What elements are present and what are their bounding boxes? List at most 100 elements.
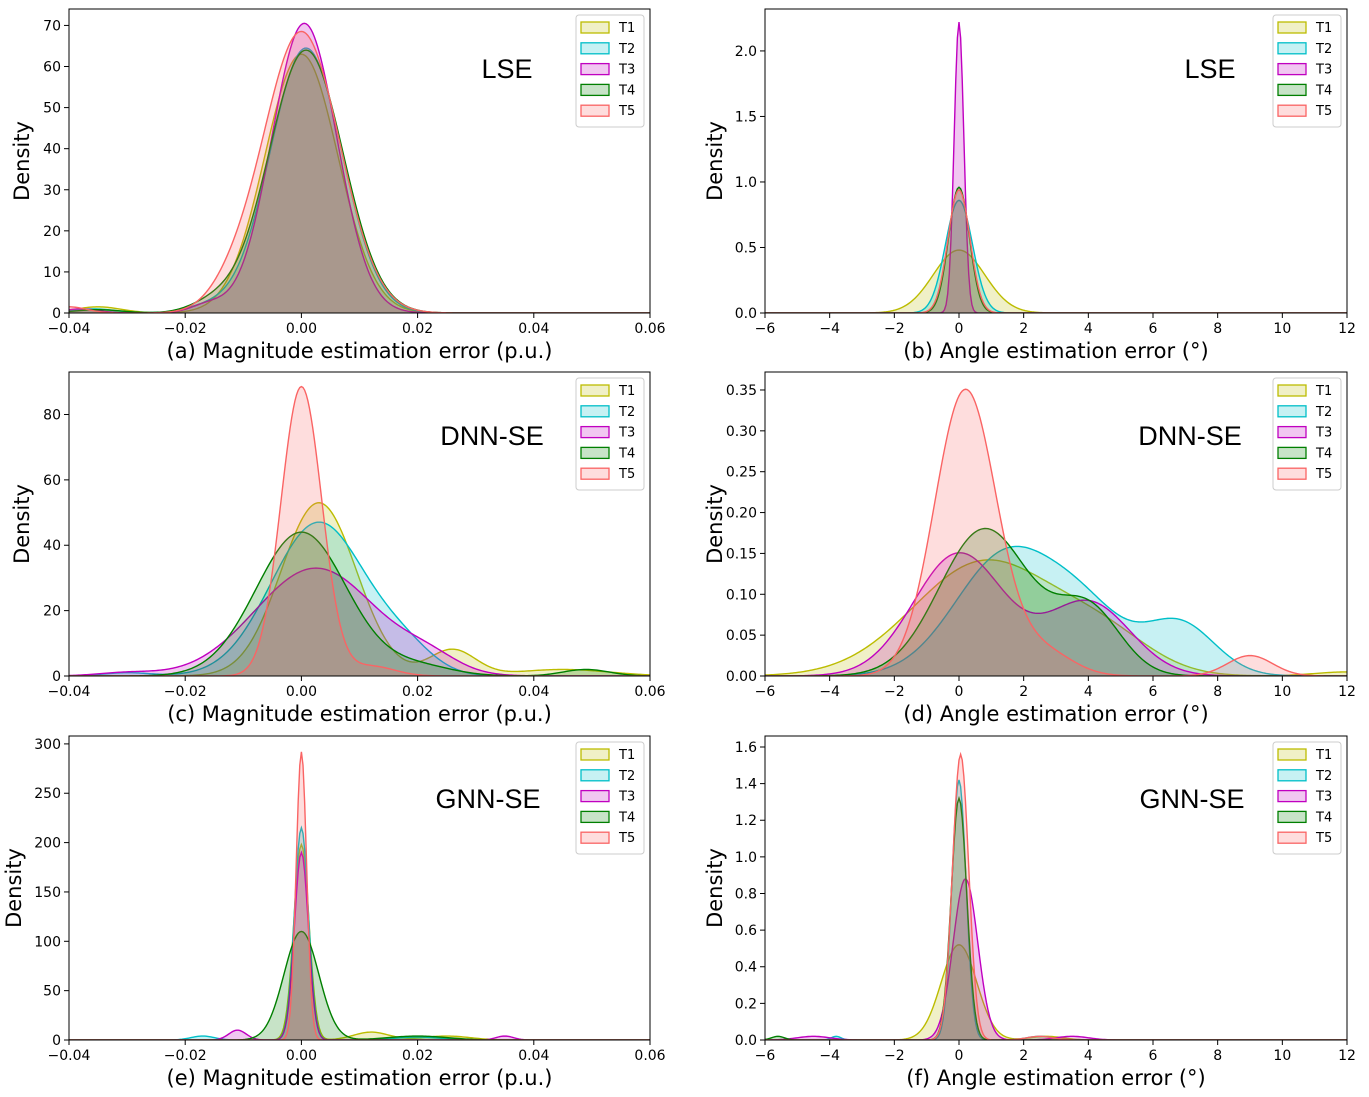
x-tick-label: −2: [884, 1048, 905, 1064]
density-area-t3: [69, 568, 650, 676]
panel-a: −0.04 −0.02 0.00 0.02 0.04 0.06 0 10 20 30 40 50 60 7…: [10, 8, 666, 363]
legend: T1 T2 T3 T4 T5: [1272, 741, 1342, 855]
x-tick-label: 8: [1213, 684, 1222, 700]
x-tick-label: −6: [755, 321, 776, 337]
density-area-t1: [765, 944, 1347, 1040]
x-tick-label: 0.00: [286, 321, 317, 337]
y-tick-label: 0.10: [726, 587, 757, 603]
legend-swatch-t2: [1277, 405, 1307, 418]
density-area-t1: [765, 559, 1347, 676]
axes-frame: [68, 735, 651, 1041]
x-tick-label: 0.06: [634, 684, 665, 700]
x-tick-label: 0.06: [634, 1048, 665, 1064]
y-tick-label: 0.20: [726, 506, 757, 522]
legend-label-t4: T4: [1315, 810, 1332, 825]
x-tick-label: 0.00: [286, 684, 317, 700]
y-tick-label: 1.6: [735, 740, 757, 756]
legend-label-t5: T5: [1315, 104, 1332, 119]
x-tick-label: 4: [1084, 1048, 1093, 1064]
legend-label-t3: T3: [618, 426, 635, 441]
legend-label-t5: T5: [618, 831, 635, 846]
density-area-t2: [765, 546, 1347, 676]
density-area-t4: [69, 532, 650, 676]
y-tick-label: 2.0: [735, 44, 757, 60]
x-tick-label: −0.02: [164, 321, 207, 337]
legend-swatch-t5: [1277, 104, 1307, 117]
legend-label-t2: T2: [1315, 42, 1332, 57]
legend-swatch-t3: [1277, 62, 1307, 76]
legend-label-t5: T5: [1315, 831, 1332, 846]
x-tick-label: −4: [819, 321, 840, 337]
legend-label-t1: T1: [618, 21, 635, 36]
legend-swatch-t2: [580, 42, 610, 55]
legend-swatch-t1: [580, 21, 610, 34]
x-tick-label: −0.04: [48, 684, 91, 700]
density-line-t2: [69, 825, 650, 1040]
legend-label-t2: T2: [618, 769, 635, 784]
y-tick-label: 0: [52, 306, 61, 322]
axes-frame: [68, 8, 651, 314]
legend-label-t3: T3: [1315, 790, 1332, 805]
x-tick-label: 2: [1019, 684, 1028, 700]
x-tick-label: 0.02: [402, 684, 433, 700]
legend-label-t2: T2: [618, 405, 635, 420]
legend-label-t2: T2: [1315, 405, 1332, 420]
y-tick-label: 0.35: [726, 383, 757, 399]
plot-area: [765, 388, 1347, 676]
density-area-t1: [69, 54, 650, 313]
panel-f: −6 −4 −2 0 2 4 6 8 10 12 0.0 0.2 0.4 0.6 0.8 1.0 1.2 1.4 1…: [703, 735, 1356, 1090]
legend-label-t5: T5: [618, 104, 635, 119]
y-tick-label: 0: [52, 1033, 61, 1049]
legend-swatch-t5: [580, 104, 610, 117]
legend-label-t1: T1: [618, 748, 635, 763]
method-label: LSE: [1184, 54, 1235, 84]
density-area-t1: [69, 844, 650, 1040]
y-tick-label: 20: [43, 224, 61, 240]
y-tick-label: 0.2: [735, 996, 757, 1012]
method-label: GNN-SE: [435, 784, 540, 814]
x-tick-label: −0.02: [164, 684, 207, 700]
plot-area: [765, 22, 1347, 313]
plot-area: [765, 751, 1347, 1040]
legend-swatch-t1: [1277, 748, 1307, 761]
method-label: DNN-SE: [440, 421, 544, 451]
legend-label-t1: T1: [1315, 384, 1332, 399]
legend-swatch-t1: [1277, 384, 1307, 397]
density-line-t3: [765, 22, 1347, 313]
y-tick-label: 150: [34, 885, 61, 901]
density-area-t3: [69, 852, 650, 1040]
density-area-t5: [765, 189, 1347, 313]
density-area-t2: [765, 779, 1347, 1040]
x-tick-label: −0.04: [48, 321, 91, 337]
legend-swatch-t1: [1277, 21, 1307, 34]
legend-label-t4: T4: [618, 446, 635, 461]
legend-swatch-t4: [580, 83, 610, 97]
density-area-t5: [69, 751, 650, 1040]
density-area-t4: [765, 187, 1347, 313]
legend-label-t2: T2: [618, 42, 635, 57]
y-tick-label: 1.0: [735, 175, 757, 191]
legend-swatch-t2: [1277, 769, 1307, 782]
panel-e: −0.04 −0.02 0.00 0.02 0.04 0.06 0 50 100 150 200 25…: [2, 735, 666, 1090]
x-tick-label: 4: [1084, 684, 1093, 700]
legend-swatch-t4: [580, 446, 610, 460]
density-line-t4: [765, 527, 1347, 676]
axes-frame: [764, 371, 1348, 677]
y-tick-label: 0.8: [735, 886, 757, 902]
density-line-t5: [765, 188, 1347, 313]
y-tick-label: 20: [43, 604, 61, 620]
legend-label-t1: T1: [1315, 748, 1332, 763]
y-tick-label: 0.30: [726, 424, 757, 440]
y-tick-label: 60: [43, 473, 61, 489]
y-tick-label: 60: [43, 60, 61, 76]
y-tick-label: 40: [43, 142, 61, 158]
legend-swatch-t1: [580, 748, 610, 761]
density-area-t3: [69, 23, 650, 313]
legend-swatch-t2: [580, 405, 610, 418]
density-area-t1: [765, 250, 1347, 313]
x-tick-label: 10: [1273, 1048, 1291, 1064]
x-tick-label: 0.04: [518, 684, 549, 700]
legend-swatch-t1: [580, 384, 610, 397]
y-axis-label: Density: [10, 121, 34, 201]
density-line-t4: [765, 795, 1347, 1040]
